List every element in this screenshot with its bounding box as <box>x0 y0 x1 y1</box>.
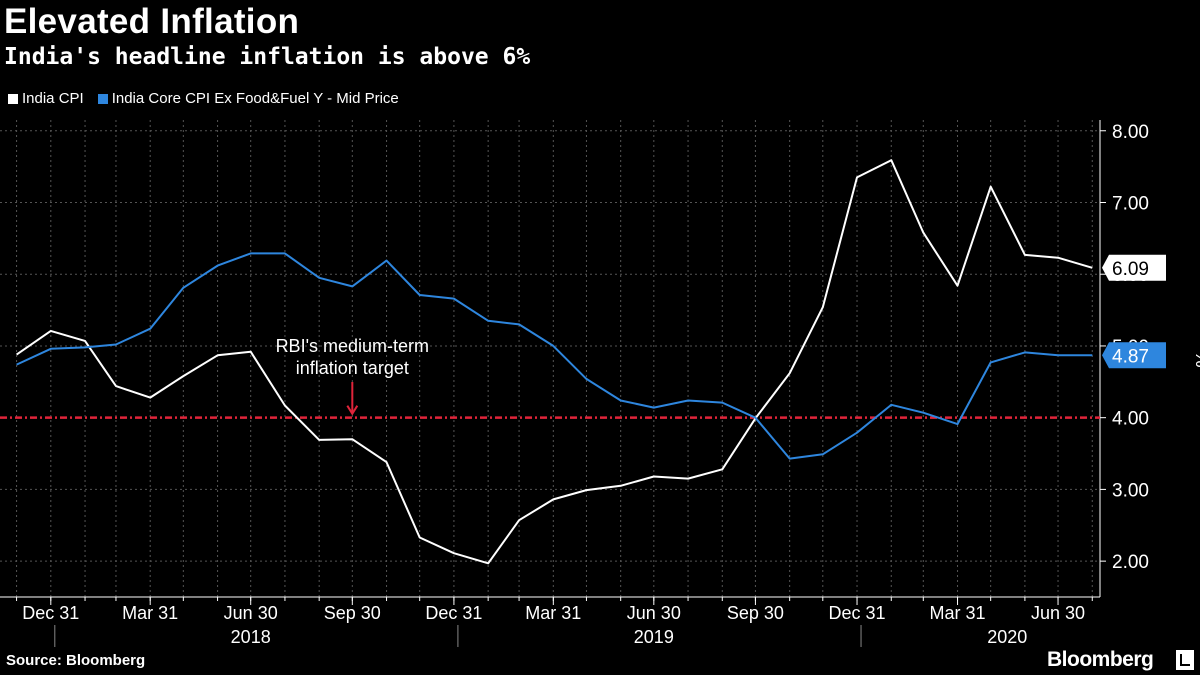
legend-item-core-cpi: India Core CPI Ex Food&Fuel Y - Mid Pric… <box>97 90 399 107</box>
legend-item-india-cpi: India CPI <box>8 90 84 107</box>
x-tick-label: Jun 30 <box>224 603 278 623</box>
x-tick-label: Mar 31 <box>525 603 581 623</box>
x-tick-label: Mar 31 <box>930 603 986 623</box>
x-tick-label: Dec 31 <box>829 603 886 623</box>
last-value-tag-india-cpi <box>1102 254 1166 281</box>
last-value-label-core-cpi: 4.87 <box>1112 346 1149 367</box>
y-tick-label: 2.00 <box>1112 552 1149 573</box>
chart-subtitle: India's headline inflation is above 6% <box>4 44 531 70</box>
series-line-core-cpi <box>16 252 1093 460</box>
legend-swatch-core-cpi <box>97 93 108 104</box>
bloomberg-logo-text: Bloomberg <box>1047 648 1154 671</box>
annotation-arrow-head <box>346 405 359 416</box>
bloomberg-terminal-icon <box>1176 650 1194 670</box>
source-note: Source: Bloomberg <box>6 652 146 669</box>
legend-label-india-cpi: India CPI <box>22 90 84 107</box>
x-tick-label: Jun 30 <box>1031 603 1085 623</box>
y-tick-label: 3.00 <box>1112 480 1149 501</box>
legend-label-core-cpi: India Core CPI Ex Food&Fuel Y - Mid Pric… <box>111 90 399 107</box>
annotation-text-line: inflation target <box>296 358 409 378</box>
y-tick-label: 8.00 <box>1112 122 1149 143</box>
series-line-india-cpi <box>16 159 1093 565</box>
x-tick-label: Dec 31 <box>425 603 482 623</box>
x-tick-label: Dec 31 <box>22 603 79 623</box>
x-tick-label: Sep 30 <box>324 603 381 623</box>
x-tick-label: Jun 30 <box>627 603 681 623</box>
x-year-label: 2020 <box>987 627 1027 647</box>
chart-legend: India CPI India Core CPI Ex Food&Fuel Y … <box>8 90 399 107</box>
x-tick-label: Sep 30 <box>727 603 784 623</box>
last-value-tag-core-cpi <box>1102 342 1166 369</box>
y-axis-unit-label: % <box>1191 351 1200 368</box>
x-year-label: 2019 <box>634 627 674 647</box>
chart-title: Elevated Inflation <box>4 2 300 41</box>
x-tick-label: Mar 31 <box>122 603 178 623</box>
y-tick-label: 7.00 <box>1112 193 1149 214</box>
x-year-label: 2018 <box>231 627 271 647</box>
y-tick-label: 4.00 <box>1112 409 1149 430</box>
legend-swatch-india-cpi <box>8 93 18 104</box>
last-value-label-india-cpi: 6.09 <box>1112 259 1149 280</box>
annotation-text-line: RBI's medium-term <box>276 336 429 356</box>
